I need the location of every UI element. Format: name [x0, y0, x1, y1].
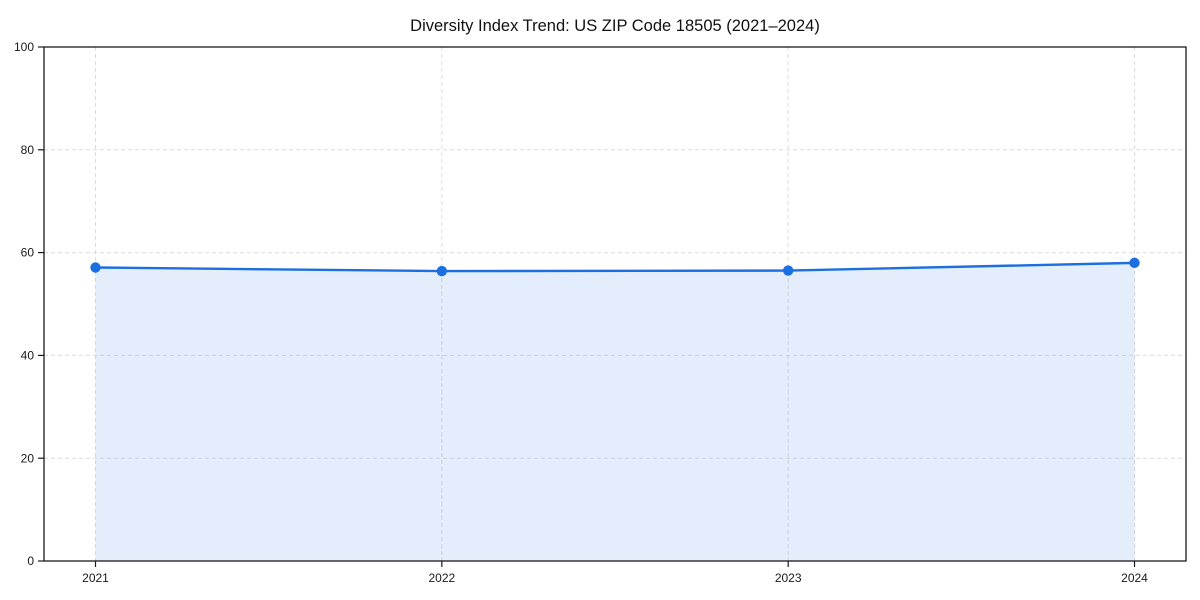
- plot-border: [43, 46, 1187, 562]
- x-axis-tick-label: 2023: [775, 571, 802, 585]
- chart-title: Diversity Index Trend: US ZIP Code 18505…: [410, 17, 820, 35]
- y-axis-tick-label: 80: [21, 143, 35, 157]
- y-axis-tick-label: 100: [14, 40, 34, 54]
- x-axis-tick-label: 2021: [82, 571, 109, 585]
- plot-area: 0 20 40 60 80 100 2021 2022 2023 2024: [14, 40, 1187, 585]
- x-axis-tick-label: 2022: [428, 571, 455, 585]
- trend-line: [94, 261, 1136, 273]
- y-axis-tick-label: 20: [21, 451, 35, 465]
- data-point-marker: [1129, 257, 1140, 269]
- area-fill: [95, 262, 1135, 561]
- data-point-marker: [90, 262, 101, 273]
- data-point-marker: [782, 265, 794, 276]
- plot-background: [44, 47, 1186, 561]
- y-axis-tick-label: 40: [21, 348, 35, 362]
- y-axis-tick-label: 60: [21, 246, 35, 260]
- y-axis-tick-label: 0: [27, 554, 34, 568]
- data-point-marker: [436, 265, 448, 277]
- x-axis-tick-label: 2024: [1121, 571, 1148, 585]
